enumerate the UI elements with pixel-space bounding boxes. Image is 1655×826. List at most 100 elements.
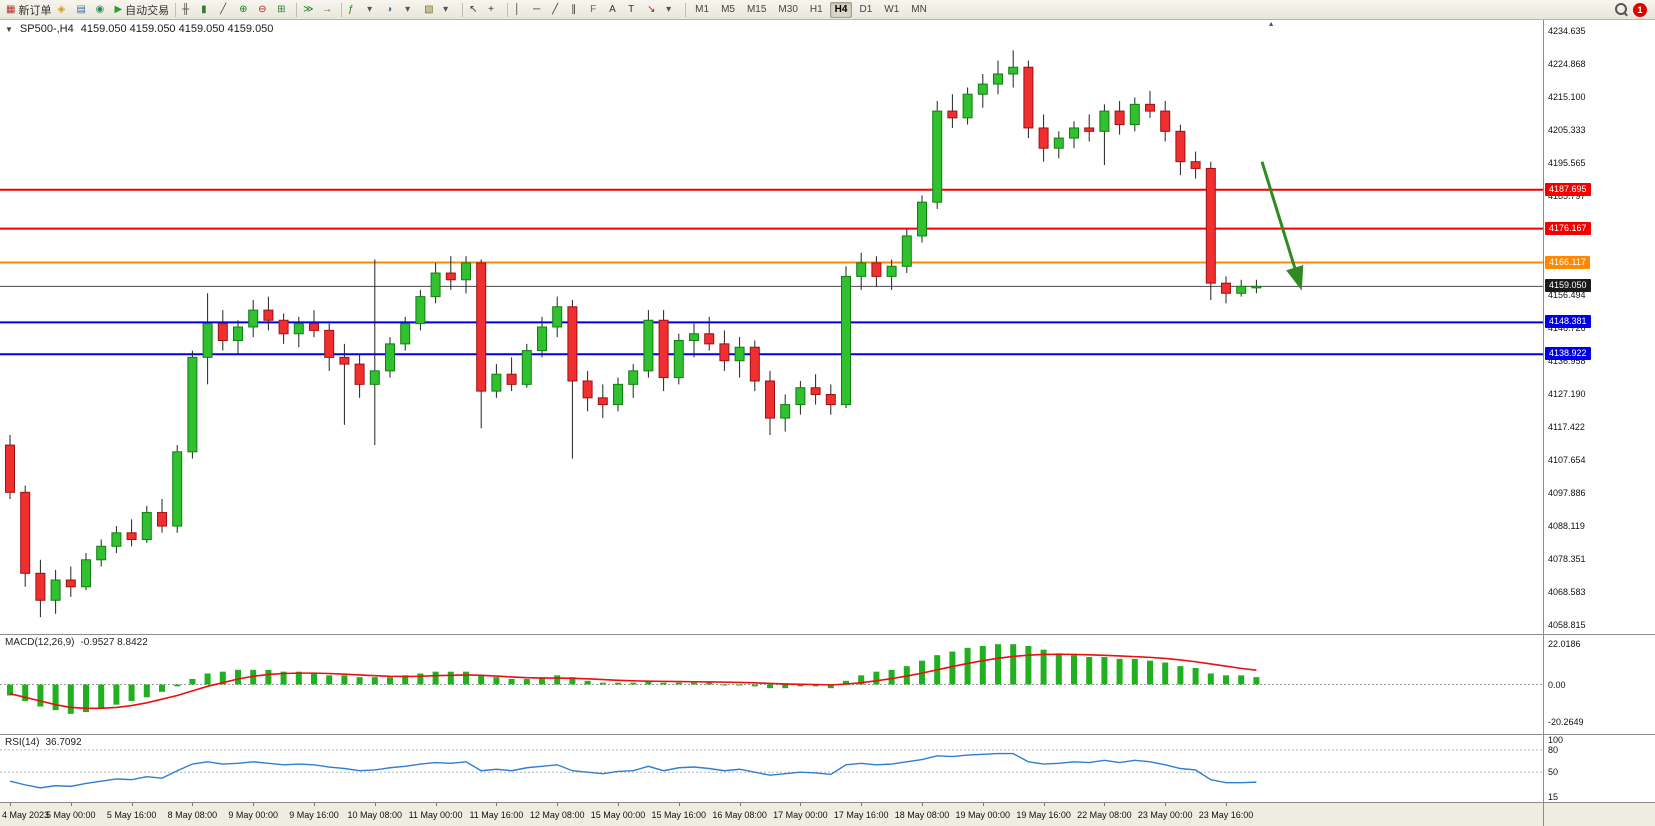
templates-button[interactable]: ▧ — [421, 1, 440, 18]
candle-body — [917, 201, 927, 237]
candle-body — [704, 333, 715, 345]
macd-histogram-bar — [128, 684, 135, 701]
candle-body — [795, 387, 806, 406]
macd-histogram-bar — [1010, 644, 1017, 685]
channel-button[interactable]: ∥ — [568, 1, 587, 18]
chart-shift-button[interactable]: → — [319, 1, 338, 18]
price-axis-label: 4185.797 — [1548, 191, 1586, 202]
chart-shift-marker[interactable]: ▲ — [1267, 21, 1275, 28]
indicators-button[interactable]: ƒ — [345, 1, 364, 18]
macd-histogram-bar — [52, 684, 59, 711]
timeframe-m30-button[interactable]: M30 — [773, 2, 802, 18]
periods-button[interactable]: ◑ — [383, 1, 402, 18]
candlestick-chart[interactable] — [0, 20, 1543, 634]
timeframe-w1-button[interactable]: W1 — [879, 2, 904, 18]
timeframe-m15-button[interactable]: M15 — [742, 2, 771, 18]
timeframe-h4-button[interactable]: H4 — [829, 1, 853, 18]
time-axis[interactable]: 4 May 2023 5 May 00:00 5 May 16:00 8 May 08… — [0, 803, 1543, 826]
notification-badge[interactable]: 1 — [1633, 2, 1647, 17]
macd-histogram-bar — [964, 647, 971, 685]
auto-scroll-button[interactable]: ≫ — [300, 1, 319, 18]
macd-histogram-bar — [599, 682, 606, 685]
rsi-plot[interactable]: RSI(14) 36.7092 — [0, 735, 1543, 802]
new-order-button[interactable]: ▦ 新订单 — [3, 1, 54, 18]
candle-body — [1160, 110, 1171, 132]
time-axis-label: 8 May 08:00 — [167, 810, 218, 820]
autotrading-button[interactable]: ▶ 自动交易 — [111, 1, 172, 18]
rsi-axis[interactable]: 100 80 50 15 — [1543, 735, 1655, 802]
macd-histogram-bar — [1207, 673, 1214, 685]
macd-chart[interactable] — [0, 635, 1543, 734]
arrows-dropdown-button[interactable]: ▾ — [663, 1, 682, 18]
auto-scroll-icon: ≫ — [303, 3, 314, 15]
candle-body — [1038, 127, 1049, 149]
macd-histogram-bar — [660, 682, 667, 685]
periods-dropdown-button[interactable]: ▾ — [402, 1, 421, 18]
candle-body — [765, 380, 775, 419]
candle-body — [445, 272, 456, 281]
macd-histogram-bar — [159, 684, 165, 692]
text-button[interactable]: A — [606, 1, 625, 18]
macd-histogram-bar — [447, 671, 454, 685]
fibonacci-icon: F — [590, 3, 597, 15]
level-price-tag: 4187.695 — [1545, 182, 1591, 196]
tile-windows-button[interactable]: ⊞ — [274, 1, 293, 18]
collapse-icon[interactable]: ▼ — [5, 24, 13, 34]
market-watch-button[interactable]: ◉ — [92, 1, 111, 18]
main-chart-plot[interactable]: ▼ SP500-,H4 4159.050 4159.050 4159.050 4… — [0, 20, 1543, 634]
crosshair-button[interactable]: + — [485, 1, 504, 18]
trend-arrow-annotation[interactable] — [1260, 161, 1304, 291]
label-button[interactable]: T — [625, 1, 644, 18]
macd-plot[interactable]: MACD(12,26,9) -0.9527 8.8422 — [0, 635, 1543, 734]
rsi-axis-label: 50 — [1548, 767, 1559, 778]
candle-body — [1236, 285, 1247, 294]
fibonacci-button[interactable]: F — [587, 1, 606, 18]
time-axis-label: 23 May 16:00 — [1198, 810, 1254, 820]
time-axis-label: 18 May 08:00 — [894, 810, 950, 820]
arrows-button[interactable]: ↘ — [644, 1, 663, 18]
bar-chart-button[interactable]: ╫ — [179, 1, 198, 18]
macd-histogram-bar — [827, 684, 834, 689]
vertical-line-button[interactable]: │ — [511, 1, 530, 18]
line-chart-button[interactable]: ╱ — [217, 1, 236, 18]
timeframe-mn-button[interactable]: MN — [906, 2, 932, 18]
candlestick-chart-button[interactable]: ▮ — [198, 1, 217, 18]
zoom-out-button[interactable]: ⊖ — [255, 1, 274, 18]
candle-body — [248, 309, 259, 328]
macd-histogram-bar — [189, 679, 196, 685]
timeframe-h1-button[interactable]: H1 — [805, 2, 828, 18]
horizontal-line-button[interactable]: ─ — [530, 1, 549, 18]
macd-histogram-bar — [326, 675, 333, 685]
time-axis-tick — [374, 803, 376, 806]
timeframe-m5-button[interactable]: M5 — [716, 2, 740, 18]
macd-histogram-bar — [1086, 657, 1093, 685]
time-axis-tick — [678, 803, 680, 806]
macd-histogram-bar — [523, 679, 530, 685]
macd-histogram-bar — [265, 669, 272, 685]
indicators-dropdown-button[interactable]: ▾ — [364, 1, 383, 18]
macd-histogram-bar — [356, 677, 363, 685]
candle-body — [1221, 282, 1231, 294]
new-order-label: 新订单 — [18, 4, 52, 17]
zoom-in-button[interactable]: ⊕ — [236, 1, 255, 18]
timeframe-d1-button[interactable]: D1 — [854, 2, 877, 18]
time-axis-tick — [982, 803, 984, 806]
price-axis[interactable]: 4234.635 4224.868 4215.100 4205.333 4195.565… — [1543, 20, 1655, 634]
macd-histogram-bar — [478, 675, 485, 685]
profiles-button[interactable]: ▤ — [73, 1, 92, 18]
search-icon[interactable] — [1615, 3, 1628, 16]
time-axis-label: 22 May 08:00 — [1077, 810, 1132, 820]
timeframe-m1-button[interactable]: M1 — [690, 2, 714, 18]
cursor-button[interactable]: ↖ — [466, 1, 485, 18]
candle-body — [111, 532, 122, 547]
rsi-line — [9, 752, 1257, 789]
styler-button[interactable]: ◈ — [54, 1, 73, 18]
macd-axis[interactable]: 22.0186 0.00 -20.2649 — [1543, 635, 1655, 734]
templates-dropdown-button[interactable]: ▾ — [440, 1, 459, 18]
level-price-tag: 4138.922 — [1545, 347, 1591, 361]
trendline-button[interactable]: ╱ — [549, 1, 568, 18]
rsi-chart[interactable] — [0, 735, 1543, 802]
macd-histogram-bar — [858, 675, 865, 685]
macd-histogram-bar — [736, 684, 743, 686]
candle-body — [491, 373, 502, 392]
